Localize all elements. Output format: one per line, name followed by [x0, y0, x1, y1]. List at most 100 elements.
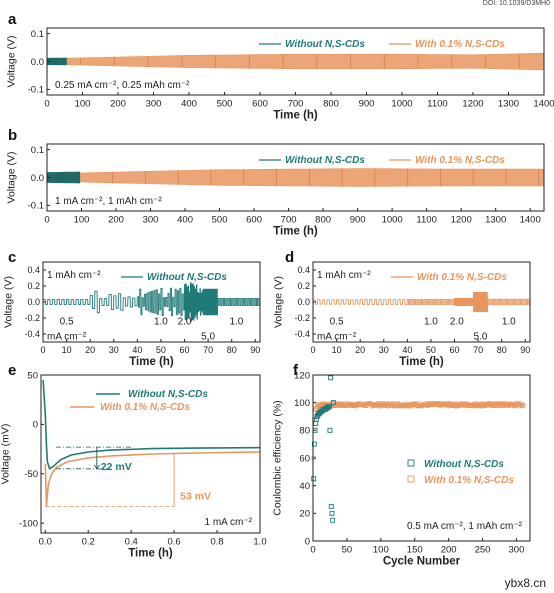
x-tick-label: 0 [40, 345, 45, 355]
x-tick-label: 20 [85, 345, 95, 355]
doi-text: DOI: 10.1039/D3MH0 [482, 0, 550, 7]
rate-label: 2.0 [450, 316, 464, 327]
x-tick-label: 30 [379, 345, 389, 355]
data-point-without [313, 420, 319, 426]
x-tick-label: 60 [180, 345, 190, 355]
x-tick-label: 900 [359, 99, 375, 110]
x-tick-label: 0.4 [125, 537, 138, 548]
x-tick-label: 40 [402, 345, 412, 355]
series-line-with [44, 451, 261, 507]
x-tick-label: 50 [342, 545, 353, 556]
x-tick-label: 200 [110, 99, 126, 110]
y-tick-label: 0.2 [297, 281, 310, 291]
y-tick-label: -50 [24, 469, 38, 480]
data-point-without [329, 510, 335, 516]
y-tick-label: 20 [299, 509, 310, 520]
x-tick-label: 100 [74, 215, 90, 226]
y-tick-label: 0.1 [31, 29, 44, 40]
panel-label-d: d [285, 249, 294, 266]
x-tick-label: 90 [520, 345, 530, 355]
x-tick-label: 400 [177, 215, 193, 226]
current-annotation: 1 mA cm⁻² [204, 517, 252, 528]
series-band-with [46, 168, 545, 187]
rate-label: mA cm⁻² [317, 332, 357, 343]
legend-label-with: With 0.1% N,S-CDs [417, 272, 507, 283]
x-tick-label: 10 [62, 345, 72, 355]
x-tick-label: 300 [509, 545, 525, 556]
x-tick-label: 100 [373, 545, 389, 556]
legend-label-with: With 0.1% N,S-CDs [100, 402, 190, 413]
plot-frame [40, 374, 261, 534]
data-point-with [313, 407, 318, 412]
legend-label-without: Without N,S-CDs [147, 272, 227, 283]
x-tick-label: 0 [44, 99, 49, 110]
watermark: ybx8.cn [504, 576, 546, 590]
data-point-without [326, 404, 332, 410]
x-tick-label: 250 [475, 545, 491, 556]
data-point-without [328, 503, 334, 509]
y-tick-label: 0.0 [31, 57, 44, 68]
series-line-without [42, 379, 261, 471]
x-tick-label: 900 [350, 215, 366, 226]
panel-label-f: f [293, 362, 299, 379]
legend-label-with: With 0.1% N,S-CDs [424, 475, 514, 486]
x-tick-label: 70 [473, 345, 483, 355]
rate-label: 2.0 [178, 316, 192, 327]
legend-label-without: Without N,S-CDs [424, 459, 504, 470]
x-tick-label: 0.2 [82, 537, 95, 548]
x-axis-label: Time (h) [273, 110, 318, 122]
y-axis-label: Voltage (V) [5, 152, 17, 204]
legend-label-without: Without N,S-CDs [285, 39, 365, 50]
y-tick-label: 100 [294, 398, 310, 409]
x-tick-label: 1400 [520, 215, 541, 226]
y-axis-label: Voltage (V) [273, 276, 285, 328]
chart-panel-a: 0 100 200 300 400 500 600 700 800 900 1000 1100 1200… [5, 27, 554, 122]
chart-panel-c: 0 10 20 30 40 50 60 70 80 90 -0.4 -0.2 0.0 0.2 0.4 Time… [3, 261, 261, 368]
x-axis-label: Time (h) [128, 548, 173, 560]
delta-arrow-head [93, 464, 100, 470]
y-tick-label: -0.4 [24, 329, 40, 339]
x-tick-label: 300 [146, 99, 162, 110]
series-cycles-with [80, 53, 520, 70]
x-axis-label: Time (h) [129, 356, 174, 368]
x-tick-label: 1200 [451, 215, 472, 226]
data-point-without [327, 427, 333, 433]
y-tick-label: 50 [27, 370, 38, 381]
legend-label-without: Without N,S-CDs [285, 155, 365, 166]
y-axis-label: Voltage (V) [3, 276, 15, 328]
rate-label: 5.0 [474, 332, 488, 343]
x-tick-label: 200 [108, 215, 124, 226]
series-line-without [43, 282, 260, 322]
chart-panel-d: 0 10 20 30 40 50 60 70 80 90 -0.4 -0.2 0.0 0.2 0.4 Time… [273, 261, 531, 368]
panel-label-e: e [8, 362, 16, 379]
x-tick-label: 80 [227, 345, 237, 355]
panel-label-a: a [8, 11, 17, 28]
y-axis-label: Voltage (mV) [0, 424, 11, 485]
x-axis-label: Time (h) [399, 356, 444, 368]
x-tick-label: 700 [288, 99, 304, 110]
rate-label: 1.0 [424, 316, 438, 327]
y-tick-label: 0.0 [297, 297, 310, 307]
x-tick-label: 400 [181, 99, 197, 110]
data-point-without [311, 476, 317, 482]
y-tick-label: -0.2 [24, 313, 40, 323]
y-tick-label: -0.2 [294, 313, 310, 323]
y-tick-label: -0.4 [294, 329, 310, 339]
x-tick-label: 300 [143, 215, 159, 226]
data-point-without [330, 517, 336, 523]
x-tick-label: 90 [250, 345, 260, 355]
y-tick-label: -0.1 [28, 85, 44, 96]
x-tick-label: 1000 [382, 215, 403, 226]
data-point-without [311, 441, 317, 447]
chart-panel-e: 22 mV 53 mV 0.0 0.2 0.4 0.6 0.8 1.0 -100 -50 0 50 Ti… [0, 370, 267, 559]
legend-label-with: With 0.1% N,S-CDs [415, 39, 505, 50]
y-tick-label: 0.2 [27, 281, 40, 291]
condition-annotation: 0.5 mA cm⁻², 1 mAh cm⁻² [407, 521, 523, 532]
x-tick-label: 0 [44, 215, 49, 226]
y-tick-label: 40 [299, 481, 310, 492]
x-tick-label: 10 [332, 345, 342, 355]
delta-label-53: 53 mV [180, 490, 211, 502]
x-tick-label: 50 [426, 345, 436, 355]
rate-label: 0.5 [60, 316, 74, 327]
